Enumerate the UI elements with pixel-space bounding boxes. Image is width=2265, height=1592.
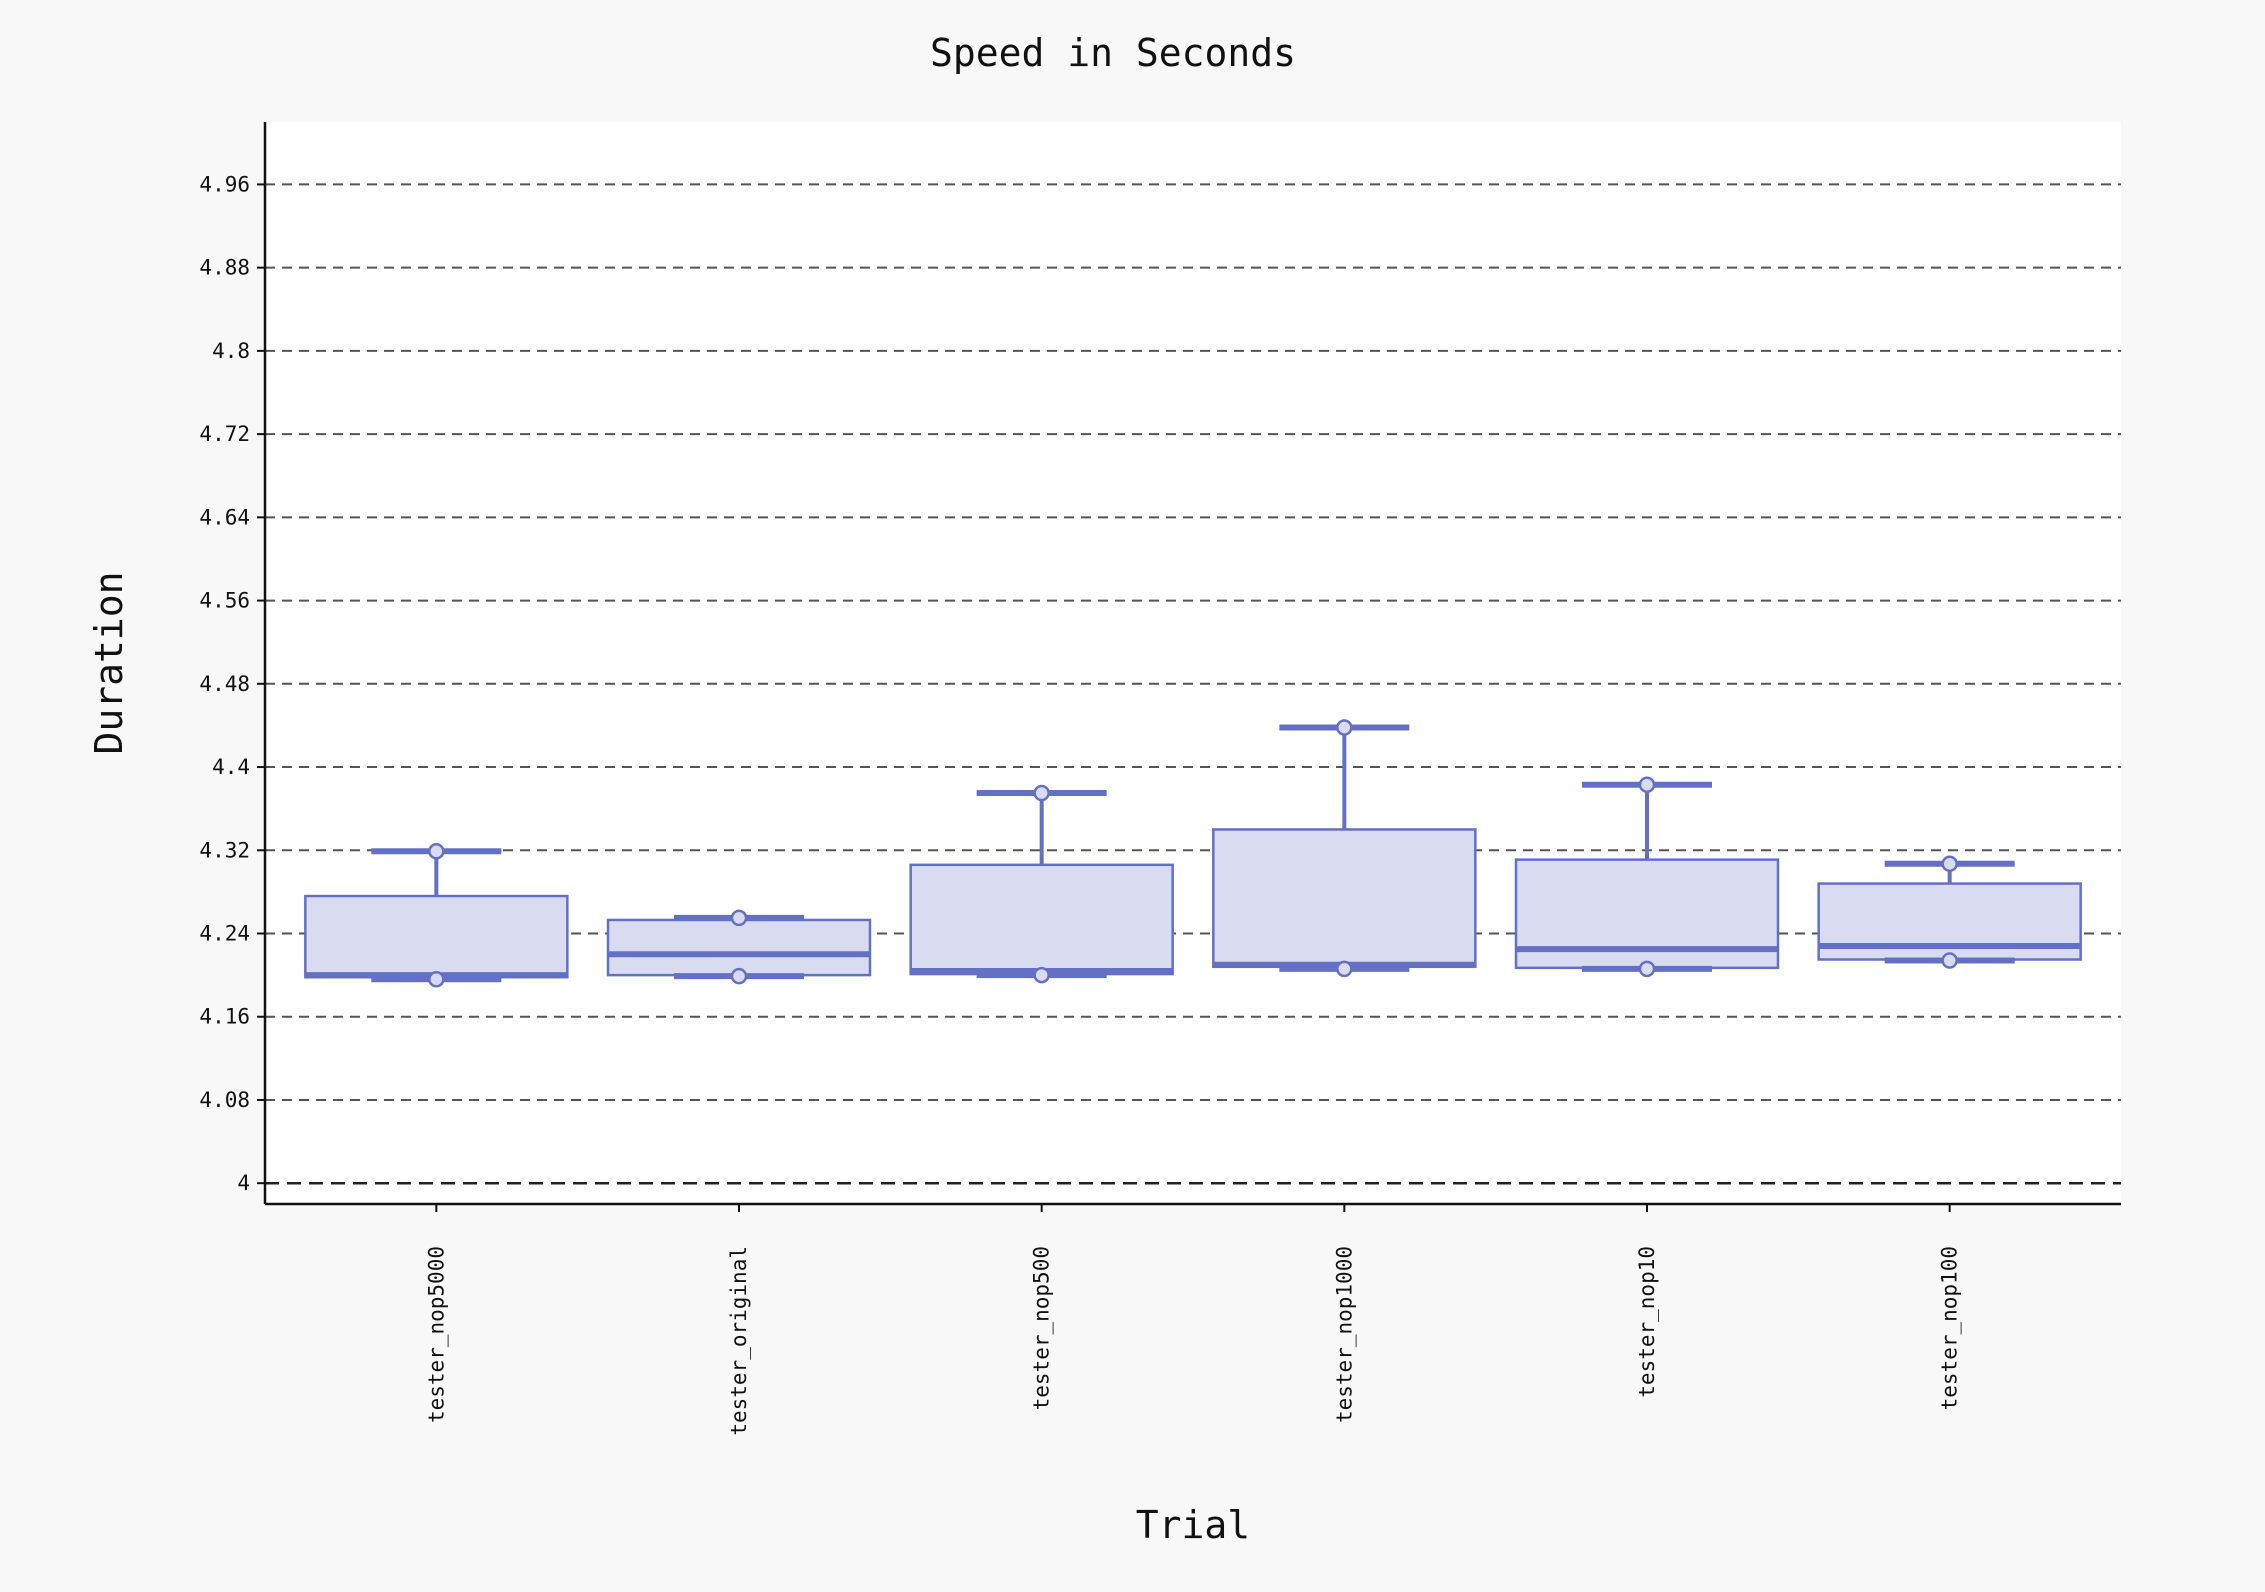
y-tick-label: 4.64 [199,505,250,529]
min-point [730,967,748,985]
y-tick-label: 4.96 [199,172,250,196]
y-tick-label: 4.16 [199,1005,250,1029]
x-tick-label: tester_original [727,1246,751,1436]
x-tick-label: tester_nop5000 [424,1246,448,1423]
x-tick-label: tester_nop100 [1938,1246,1962,1410]
min-point [1638,960,1656,978]
y-tick-label: 4.08 [199,1088,250,1112]
min-point [428,971,445,988]
y-tick-label: 4.56 [199,589,250,613]
x-tick-label: tester_nop10 [1635,1246,1659,1398]
y-tick-label: 4 [237,1171,250,1195]
box-tester_nop100 [1817,855,2082,969]
box-body [1212,828,1477,969]
y-axis-label: Duration [87,571,131,754]
y-tick-labels: 4 4.08 4.16 4.24 4.32 4.4 4.48 4.56 4.64 4.72 4.8 4… [199,172,265,1195]
box-body [304,894,569,979]
box-tester_nop1000 [1212,719,1477,978]
grid-lines [265,183,2121,1185]
y-tick-label: 4.72 [199,422,250,446]
max-point [1033,784,1050,802]
x-tick-labels: tester_nop5000 tester_original tester_nop5… [424,1204,1962,1436]
y-tick-label: 4.8 [212,339,250,363]
y-tick-label: 4.32 [199,838,250,862]
x-axis-label: Trial [1136,1503,1250,1547]
box-tester_nop5000 [304,843,569,988]
box-body [606,918,872,977]
max-point [1941,855,1958,873]
x-tick-label: tester_nop500 [1030,1246,1054,1410]
max-point [1336,719,1353,736]
box-tester_nop10 [1514,776,1780,978]
x-tick-label: tester_nop1000 [1332,1246,1356,1423]
plot-area [265,122,2121,1204]
max-point [730,909,748,927]
boxes [304,719,2082,988]
y-tick-label: 4.4 [212,755,250,779]
max-point [428,843,445,860]
chart-title: Speed in Seconds [930,31,1296,75]
box-tester_original [606,909,872,985]
y-tick-label: 4.48 [199,672,250,696]
y-tick-label: 4.88 [199,256,250,280]
min-point [1033,966,1050,984]
min-point [1336,960,1353,978]
box-tester_nop500 [909,784,1174,984]
y-tick-label: 4.24 [199,922,250,946]
max-point [1638,776,1656,793]
min-point [1941,952,1958,969]
box-body [909,863,1174,976]
